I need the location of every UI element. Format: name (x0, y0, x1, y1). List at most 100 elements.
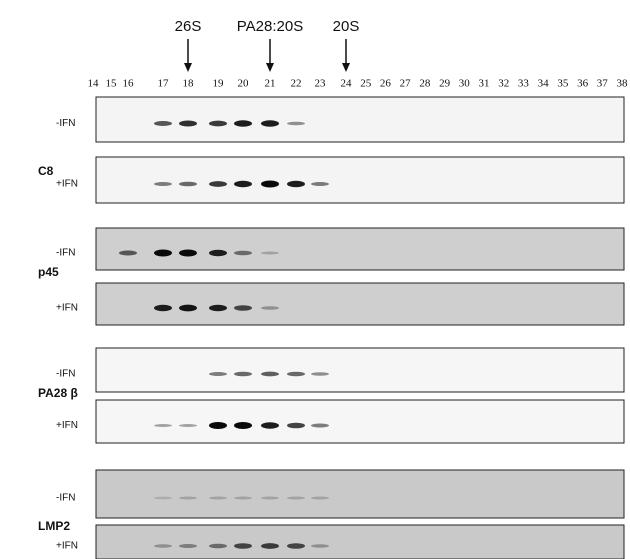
band (209, 372, 227, 376)
band (261, 120, 279, 127)
group-label: C8 (38, 164, 54, 178)
band (234, 120, 252, 127)
band (261, 181, 279, 188)
fraction-label: 30 (459, 78, 471, 90)
blot-panel (96, 97, 624, 142)
blot-panel (96, 525, 624, 559)
band (154, 121, 172, 126)
band (119, 251, 137, 256)
band (209, 544, 227, 549)
fraction-label: 25 (360, 78, 372, 90)
group-label: p45 (38, 265, 59, 279)
band (287, 497, 305, 500)
fraction-label: 19 (213, 78, 225, 90)
band (287, 543, 305, 549)
blot-panel (96, 470, 624, 518)
fraction-label: 37 (597, 78, 609, 90)
band (287, 423, 305, 429)
fraction-label: 29 (439, 78, 451, 90)
fraction-label: 27 (400, 78, 412, 90)
band (311, 424, 329, 428)
fraction-label: 20 (238, 78, 250, 90)
band (179, 424, 197, 427)
band (287, 122, 305, 126)
marker-label: 26S (175, 18, 202, 35)
fraction-label: 21 (265, 78, 276, 90)
fraction-label: 18 (183, 78, 195, 90)
blot-panel (96, 157, 624, 203)
group-label: LMP2 (38, 519, 70, 533)
band (261, 543, 279, 549)
band (234, 422, 252, 429)
row-label: +IFN (56, 420, 78, 431)
band (154, 182, 172, 186)
band (261, 306, 279, 310)
marker-label: 20S (333, 18, 360, 35)
row-label: +IFN (56, 179, 78, 190)
row-label: +IFN (56, 303, 78, 314)
band (179, 544, 197, 548)
marker-label: PA28:20S (237, 18, 303, 35)
fraction-label: 38 (617, 78, 629, 90)
band (209, 305, 227, 312)
band (179, 305, 197, 312)
band (261, 372, 279, 377)
fraction-label: 17 (158, 78, 170, 90)
band (261, 422, 279, 429)
band (179, 250, 197, 257)
row-label: -IFN (56, 369, 75, 380)
band (154, 250, 172, 257)
fraction-label: 23 (315, 78, 327, 90)
band (261, 497, 279, 500)
band (179, 497, 197, 500)
group-label: PA28 β (38, 386, 78, 400)
row-label: +IFN (56, 541, 78, 552)
fraction-label: 22 (291, 78, 302, 90)
band (209, 422, 227, 429)
blot-panel (96, 348, 624, 392)
fraction-label: 26 (380, 78, 392, 90)
band (311, 372, 329, 376)
band (209, 181, 227, 187)
row-label: -IFN (56, 118, 75, 129)
band (234, 497, 252, 500)
band (234, 251, 252, 256)
band (154, 497, 172, 500)
fraction-label: 16 (123, 78, 135, 90)
row-label: -IFN (56, 248, 75, 259)
band (287, 181, 305, 188)
band (234, 181, 252, 188)
band (234, 305, 252, 311)
band (154, 544, 172, 548)
band (234, 543, 252, 549)
fraction-label: 33 (518, 78, 530, 90)
band (209, 250, 227, 257)
band (311, 497, 329, 500)
blot-panel (96, 400, 624, 443)
band (311, 182, 329, 186)
band (179, 182, 197, 187)
band (234, 372, 252, 377)
band (179, 121, 197, 127)
band (209, 121, 227, 127)
blot-figure: 1415161718192021222324252627282930313233… (0, 0, 630, 559)
fraction-label: 14 (88, 78, 100, 90)
row-label: -IFN (56, 493, 75, 504)
blot-panel (96, 283, 624, 325)
fraction-label: 24 (341, 78, 353, 90)
fraction-label: 36 (577, 78, 589, 90)
fraction-label: 28 (419, 78, 431, 90)
fraction-label: 34 (538, 78, 550, 90)
band (154, 424, 172, 427)
marker-arrowhead (184, 63, 192, 72)
band (311, 544, 329, 548)
fraction-label: 31 (479, 78, 490, 90)
band (287, 372, 305, 377)
fraction-label: 32 (498, 78, 509, 90)
marker-arrowhead (342, 63, 350, 72)
band (209, 497, 227, 500)
marker-arrowhead (266, 63, 274, 72)
band (154, 305, 172, 312)
band (261, 252, 279, 255)
blot-panel (96, 228, 624, 270)
